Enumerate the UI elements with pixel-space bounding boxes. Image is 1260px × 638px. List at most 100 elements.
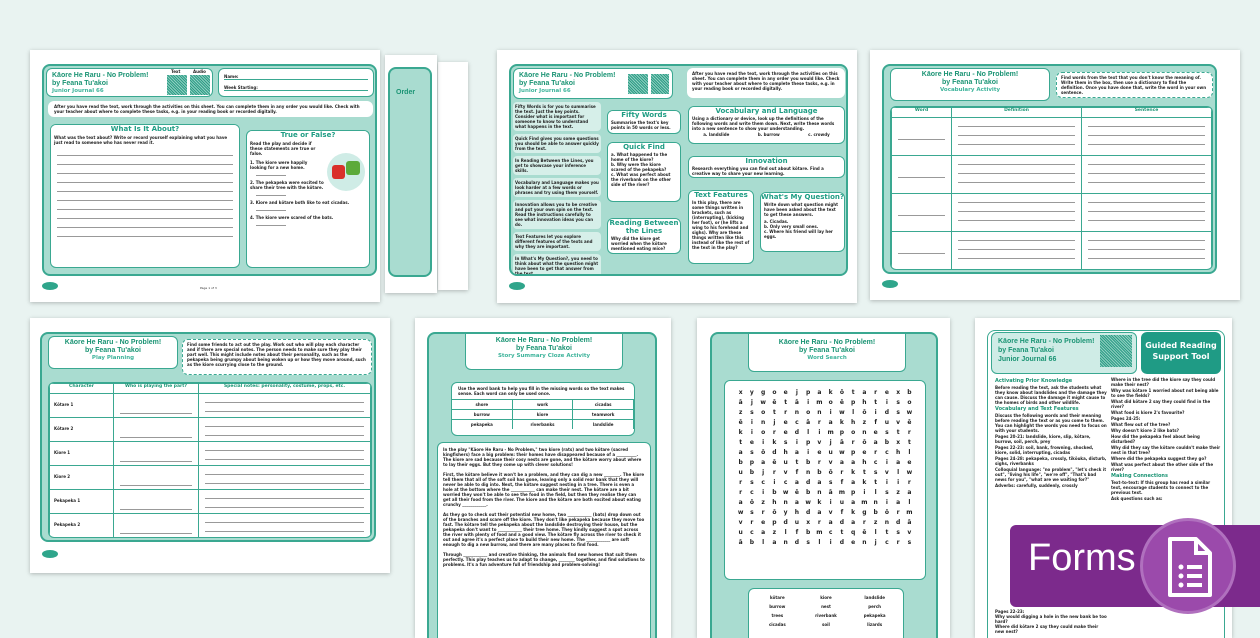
writing-line[interactable]: [1088, 156, 1205, 165]
grid-letter[interactable]: ē: [839, 399, 844, 406]
writing-line[interactable]: [958, 174, 1075, 183]
grid-letter[interactable]: ō: [839, 389, 844, 396]
grid-letter[interactable]: x: [896, 439, 901, 446]
grid-letter[interactable]: i: [829, 499, 832, 506]
writing-line[interactable]: [57, 201, 233, 210]
grid-letter[interactable]: a: [896, 499, 901, 506]
grid-letter[interactable]: c: [828, 529, 833, 536]
writing-line[interactable]: [958, 232, 1075, 241]
play-planning-page[interactable]: Kāore He Raru - No Problem! by Feana Tu'a…: [30, 318, 390, 573]
writing-line[interactable]: [205, 490, 364, 499]
grid-letter[interactable]: c: [783, 479, 788, 486]
grid-letter[interactable]: ē: [794, 489, 799, 496]
grid-letter[interactable]: n: [873, 499, 878, 506]
grid-letter[interactable]: t: [862, 469, 866, 476]
grid-letter[interactable]: r: [907, 429, 911, 436]
grid-letter[interactable]: w: [906, 409, 913, 416]
writing-line[interactable]: [120, 490, 192, 510]
grid-letter[interactable]: a: [794, 479, 799, 486]
grid-letter[interactable]: p: [772, 519, 777, 526]
grid-letter[interactable]: t: [772, 409, 776, 416]
grid-letter[interactable]: h: [783, 449, 788, 456]
writing-line[interactable]: [1088, 174, 1205, 183]
grid-letter[interactable]: z: [761, 499, 765, 506]
table-cell[interactable]: [891, 155, 952, 194]
grid-letter[interactable]: n: [817, 489, 822, 496]
grid-letter[interactable]: h: [895, 449, 901, 456]
writing-line[interactable]: [120, 514, 192, 534]
grid-letter[interactable]: v: [884, 469, 889, 476]
grid-letter[interactable]: ā: [828, 489, 833, 496]
table-cell[interactable]: [891, 231, 952, 269]
grid-letter[interactable]: a: [794, 499, 799, 506]
grid-letter[interactable]: d: [805, 479, 811, 486]
grid-letter[interactable]: w: [906, 469, 913, 476]
writing-line[interactable]: [205, 523, 364, 532]
grid-letter[interactable]: i: [807, 399, 810, 406]
grid-letter[interactable]: e: [761, 519, 766, 526]
grid-letter[interactable]: f: [840, 479, 844, 486]
grid-letter[interactable]: a: [851, 459, 856, 466]
grid-letter[interactable]: u: [738, 529, 743, 536]
grid-letter[interactable]: s: [750, 509, 754, 516]
writing-line[interactable]: [1088, 203, 1205, 212]
grid-letter[interactable]: w: [805, 499, 811, 506]
grid-letter[interactable]: d: [884, 409, 890, 416]
grid-letter[interactable]: ō: [772, 509, 777, 516]
grid-letter[interactable]: i: [807, 449, 810, 456]
answer-line[interactable]: [256, 190, 286, 196]
writing-line[interactable]: [898, 156, 945, 178]
grid-letter[interactable]: i: [829, 409, 832, 416]
grid-letter[interactable]: p: [850, 399, 856, 406]
writing-line[interactable]: [958, 136, 1075, 145]
grid-letter[interactable]: z: [896, 489, 900, 496]
grid-letter[interactable]: b: [884, 439, 890, 446]
grid-letter[interactable]: d: [805, 509, 811, 516]
grid-letter[interactable]: d: [839, 519, 845, 526]
writing-line[interactable]: [1088, 127, 1205, 136]
answer-line[interactable]: [256, 170, 286, 176]
grid-letter[interactable]: s: [885, 489, 889, 496]
grid-letter[interactable]: b: [805, 459, 811, 466]
grid-letter[interactable]: v: [817, 439, 822, 446]
grid-letter[interactable]: r: [817, 419, 821, 426]
table-cell[interactable]: [1081, 193, 1212, 232]
actor-cell[interactable]: [113, 465, 199, 490]
grid-letter[interactable]: l: [807, 429, 810, 436]
grid-letter[interactable]: i: [885, 499, 888, 506]
grid-letter[interactable]: v: [828, 459, 833, 466]
grid-letter[interactable]: i: [885, 479, 888, 486]
actor-cell[interactable]: [113, 417, 199, 442]
writing-line[interactable]: [898, 194, 945, 216]
answer-line[interactable]: [256, 220, 286, 226]
table-cell[interactable]: [1081, 231, 1212, 269]
grid-letter[interactable]: b: [805, 529, 811, 536]
grid-letter[interactable]: n: [805, 469, 811, 476]
grid-letter[interactable]: g: [862, 509, 867, 516]
grid-letter[interactable]: a: [839, 459, 844, 466]
grid-letter[interactable]: u: [783, 459, 788, 466]
writing-line[interactable]: [57, 156, 233, 165]
grid-letter[interactable]: d: [895, 519, 901, 526]
writing-line[interactable]: [57, 174, 233, 183]
vocabulary-activity-page[interactable]: Kāore He Raru - No Problem! by Feana Tu'a…: [870, 50, 1240, 300]
grid-letter[interactable]: r: [739, 479, 743, 486]
grid-letter[interactable]: ō: [828, 469, 833, 476]
grid-letter[interactable]: u: [884, 419, 890, 426]
grid-letter[interactable]: a: [761, 529, 766, 536]
grid-letter[interactable]: r: [750, 519, 754, 526]
grid-letter[interactable]: w: [737, 509, 744, 516]
grid-letter[interactable]: ē: [907, 419, 912, 426]
grid-letter[interactable]: v: [907, 529, 912, 536]
grid-letter[interactable]: r: [817, 519, 821, 526]
notes-cell[interactable]: [198, 441, 371, 466]
grid-letter[interactable]: b: [907, 389, 912, 396]
grid-letter[interactable]: ō: [749, 499, 754, 506]
writing-line[interactable]: [958, 203, 1075, 212]
grid-letter[interactable]: s: [896, 529, 900, 536]
grid-letter[interactable]: m: [838, 489, 845, 496]
grid-letter[interactable]: f: [840, 509, 844, 516]
grid-letter[interactable]: k: [738, 429, 743, 436]
writing-line[interactable]: [958, 127, 1075, 136]
grid-letter[interactable]: s: [783, 439, 788, 446]
